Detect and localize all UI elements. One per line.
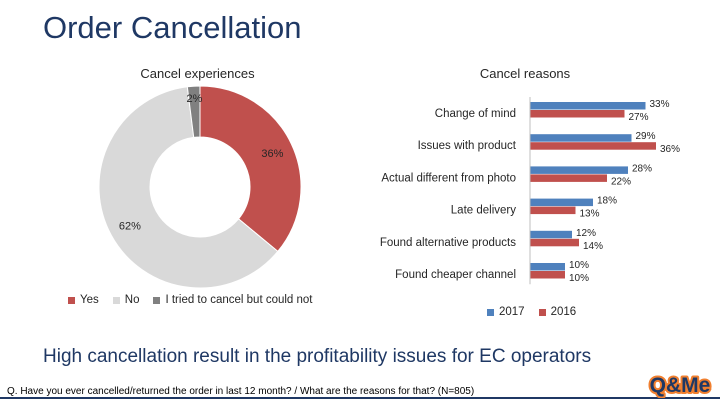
bar-value-label-2016-6: 10% — [569, 273, 589, 284]
donut-slice-2 — [98, 86, 279, 289]
bar-2016-2 — [530, 142, 656, 150]
bar-2017-2 — [530, 134, 632, 142]
donut-label-1: 36% — [261, 148, 283, 160]
bar-value-label-2017-3: 28% — [632, 163, 652, 174]
bar-chart-title: Cancel reasons — [479, 66, 571, 81]
bar-2017-3 — [530, 166, 628, 174]
legend-item-2017: 2017 — [487, 306, 525, 318]
footer-divider — [0, 397, 720, 399]
bar-2016-6 — [530, 271, 565, 279]
donut-legend: Yes No I tried to cancel but could not — [68, 294, 313, 306]
bar-2017-1 — [530, 102, 646, 110]
bar-2016-4 — [530, 206, 576, 215]
legend-label-2017: 2017 — [499, 306, 525, 318]
legend-item-no: No — [112, 294, 140, 306]
legend-swatch-could-not — [153, 296, 161, 304]
bar-value-label-2016-3: 22% — [611, 176, 631, 187]
bar-value-label-2017-2: 29% — [636, 131, 656, 142]
donut-slice-3 — [186, 85, 201, 138]
legend-swatch-no — [112, 296, 120, 304]
bar-2017-4 — [530, 198, 593, 207]
legend-label-2016: 2016 — [550, 306, 577, 318]
logo-outline: Q&Me — [650, 374, 711, 397]
bar-value-label-2017-6: 10% — [569, 260, 589, 271]
slide-title: Order Cancellation — [43, 10, 302, 45]
bar-2016-3 — [530, 174, 607, 182]
headline: High cancellation result in the profitab… — [43, 346, 592, 367]
bar-category-label-3: Actual different from photo — [381, 172, 516, 184]
legend-swatch-2017 — [487, 308, 494, 316]
bar-2016-5 — [530, 238, 579, 247]
bar-2016-1 — [530, 110, 625, 118]
bar-category-label-6: Found cheaper channel — [395, 269, 516, 281]
bar-value-label-2016-1: 27% — [629, 112, 649, 123]
legend-label-yes: Yes — [80, 294, 99, 306]
bar-value-label-2017-1: 33% — [650, 99, 670, 110]
legend-item-2016: 2016 — [538, 306, 577, 318]
donut-slice-1 — [199, 85, 302, 253]
bar-category-label-2: Issues with product — [418, 140, 517, 152]
donut-label-2: 62% — [119, 221, 141, 233]
bar-value-label-2016-2: 36% — [660, 144, 680, 155]
legend-item-could-not: I tried to cancel but could not — [153, 294, 313, 306]
logo-wordmark: Q&Me — [650, 374, 711, 397]
legend-swatch-2016 — [538, 308, 546, 316]
qme-logo: Q&Me Q&Me — [648, 372, 713, 398]
legend-swatch-yes — [68, 296, 75, 304]
donut-chart-title: Cancel experiences — [140, 66, 255, 81]
bar-2017-6 — [530, 263, 565, 271]
survey-footnote: Q. Have you ever cancelled/returned the … — [7, 386, 475, 397]
legend-item-yes: Yes — [68, 294, 99, 306]
bar-value-label-2016-4: 13% — [580, 209, 600, 220]
bar-category-label-1: Change of mind — [435, 108, 516, 120]
bar-value-label-2017-5: 12% — [576, 228, 596, 239]
legend-label-could-not: I tried to cancel but could not — [165, 294, 313, 306]
donut-label-3: 2% — [186, 93, 202, 105]
bar-value-label-2016-5: 14% — [583, 241, 603, 252]
legend-label-no: No — [124, 294, 140, 306]
bar-category-label-5: Found alternative products — [380, 237, 516, 249]
bar-category-label-4: Late delivery — [451, 205, 516, 217]
bar-legend: 2017 2016 — [487, 306, 576, 318]
bar-2017-5 — [530, 230, 572, 239]
bar-value-label-2017-4: 18% — [597, 196, 617, 207]
